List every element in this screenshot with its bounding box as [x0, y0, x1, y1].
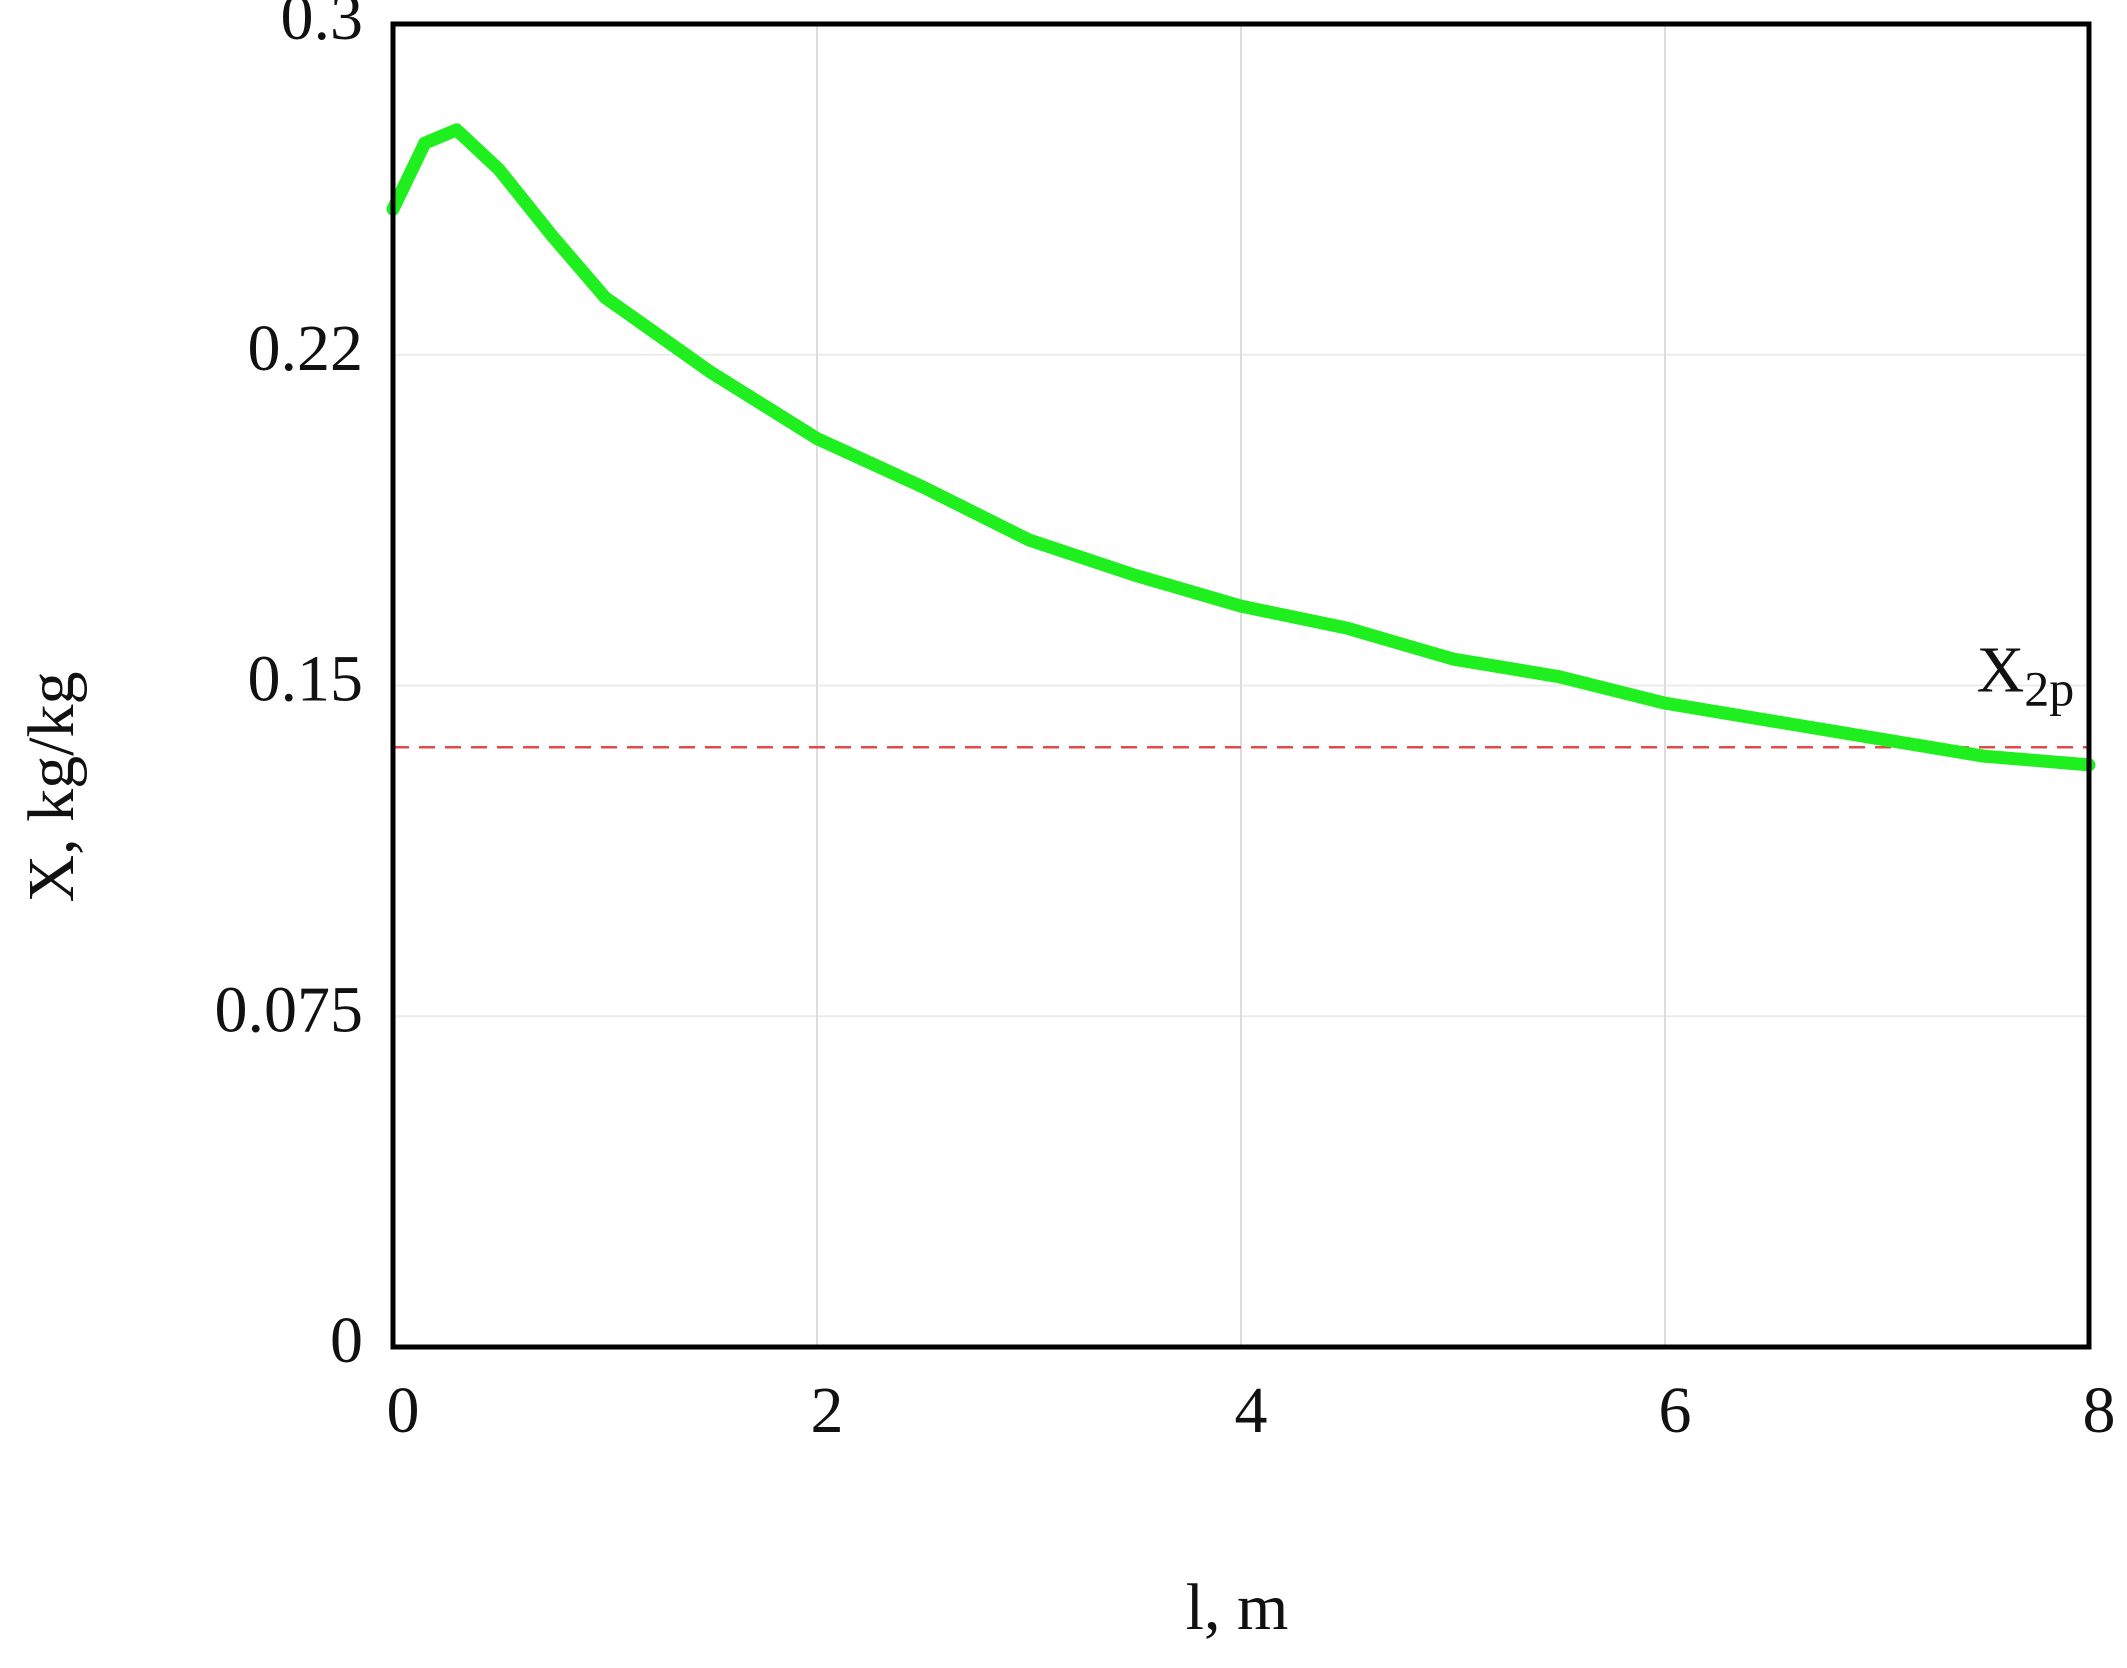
y-axis-label: X, kg/kg — [15, 672, 88, 903]
data-line — [386, 123, 2096, 772]
y-tick-label: 0.22 — [248, 312, 364, 385]
x-tick-label: 8 — [2083, 1374, 2116, 1447]
annotation: X2p — [1977, 634, 2075, 717]
x-axis-label: l, m — [1186, 1571, 1289, 1644]
x-tick-label: 6 — [1659, 1374, 1692, 1447]
y-tick-label: 0.15 — [248, 643, 364, 716]
x-tick-label: 2 — [811, 1374, 844, 1447]
x-tick-label: 0 — [387, 1374, 420, 1447]
annotation-text: X — [1977, 634, 2025, 707]
y-tick-label: 0.075 — [215, 973, 364, 1046]
y-tick-label: 0.3 — [281, 0, 364, 54]
plot-frame — [390, 21, 2092, 1350]
annotation-subscript: 2p — [2024, 661, 2074, 717]
x-tick-label: 4 — [1235, 1374, 1268, 1447]
y-tick-label: 0 — [330, 1304, 363, 1377]
